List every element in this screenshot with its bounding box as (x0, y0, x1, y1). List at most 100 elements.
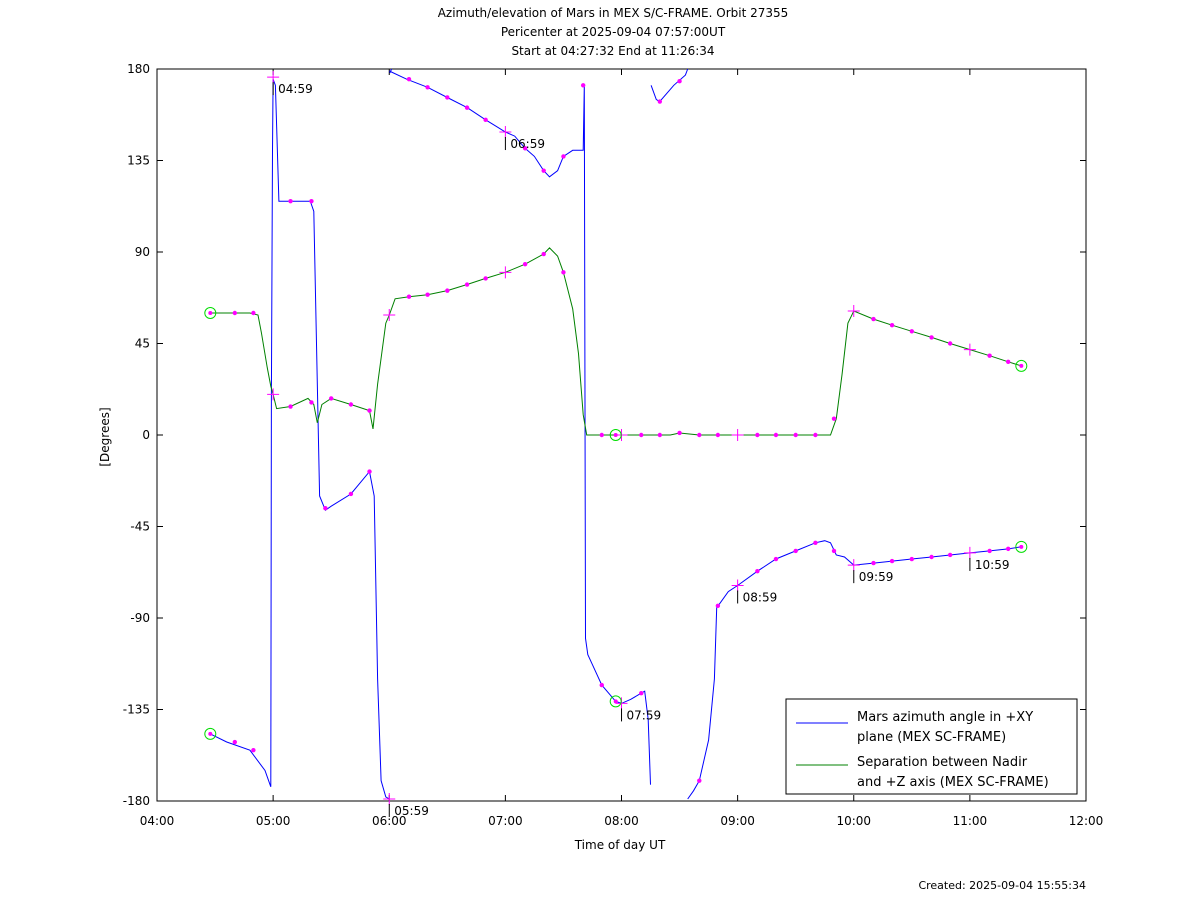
annotation-label: 04:59 (278, 82, 313, 96)
legend-label-azimuth-line-1: Mars azimuth angle in +XY (857, 710, 1033, 725)
endpoint-marker-circle (1015, 540, 1028, 553)
hour-marker-dot (288, 198, 293, 204)
hour-marker-dot (580, 83, 586, 88)
hour-marker-dot (639, 691, 644, 696)
hour-marker-dot (871, 560, 876, 566)
endpoint-marker-circle (1015, 359, 1028, 372)
hour-marker-dot (793, 548, 798, 554)
endpoint-marker-dot (613, 433, 618, 437)
hour-marker-dot (929, 554, 934, 560)
chart-title: Azimuth/elevation of Mars in MEX S/C-FRA… (438, 6, 789, 58)
x-tick-label: 04:00 (140, 814, 175, 828)
x-tick-label: 09:00 (720, 814, 755, 828)
annotation-label: 06:59 (510, 137, 545, 151)
hour-marker-dot (348, 402, 354, 407)
hour-marker-dot (813, 432, 818, 438)
x-tick-label: 08:00 (604, 814, 639, 828)
y-tick-label: -45 (130, 520, 150, 534)
hour-marker-dot (251, 747, 256, 753)
legend: Mars azimuth angle in +XY plane (MEX SC-… (785, 698, 1078, 795)
hour-marker-dot (406, 294, 412, 299)
y-tick-label: 90 (135, 245, 150, 259)
hour-marker-dot (309, 400, 314, 405)
endpoint-marker-dot (1019, 363, 1024, 368)
hour-marker-dot (813, 540, 818, 545)
hour-marker-dot (445, 288, 450, 293)
hour-marker-dot (232, 739, 238, 745)
hour-marker-cross (963, 343, 976, 356)
hour-marker-dot (697, 778, 702, 783)
hour-marker-dot (541, 251, 546, 257)
y-tick-label: -135 (123, 703, 150, 717)
y-tick-label: 45 (135, 337, 150, 351)
hour-marker-cross (731, 429, 744, 441)
azimuth-series-line (650, 68, 689, 103)
hour-marker-dot (657, 432, 663, 438)
annotation-label: 09:59 (859, 570, 894, 584)
hour-marker-dot (367, 469, 372, 474)
x-tick-label: 06:00 (372, 814, 407, 828)
hour-marker-dot (773, 432, 779, 438)
hour-marker-dot (522, 146, 528, 151)
annotation-label: 10:59 (975, 558, 1010, 572)
hour-marker-dot (561, 270, 566, 275)
hour-marker-dot (657, 99, 663, 104)
hour-marker-dot (1005, 359, 1011, 364)
annotation-label: 05:59 (394, 804, 429, 818)
x-axis-label: Time of day UT (574, 838, 666, 852)
title-line-1: Azimuth/elevation of Mars in MEX S/C-FRA… (438, 6, 789, 20)
hour-marker-dot (1005, 546, 1011, 552)
hour-marker-dot (425, 85, 430, 90)
hour-marker-dot (987, 353, 992, 358)
hour-marker-cross (499, 126, 512, 139)
azimuth-series-line (389, 68, 393, 74)
title-line-2: Pericenter at 2025-09-04 07:57:00UT (501, 25, 726, 39)
hour-marker-dot (561, 154, 566, 159)
endpoint-marker-circle (609, 695, 622, 708)
endpoint-marker-dot (208, 311, 213, 315)
marker-layer (204, 71, 1028, 805)
hour-marker-dot (909, 556, 915, 562)
y-axis: 180 135 90 45 0 -45 -90 -135 -180 (123, 62, 1086, 808)
hour-marker-dot (367, 408, 372, 413)
hour-marker-dot (697, 432, 702, 438)
legend-label-separation-line-2: and +Z axis (MEX SC-FRAME) (857, 775, 1049, 790)
hour-marker-dot (929, 335, 934, 340)
x-tick-label: 12:00 (1069, 814, 1104, 828)
x-tick-label: 11:00 (953, 814, 988, 828)
endpoint-marker-circle (204, 727, 217, 740)
hour-marker-dot (522, 262, 528, 267)
hour-marker-dot (755, 432, 760, 438)
hour-marker-dot (406, 76, 412, 82)
title-line-3: Start at 04:27:32 End at 11:26:34 (511, 44, 714, 58)
hour-marker-dot (987, 548, 992, 554)
x-tick-label: 07:00 (488, 814, 523, 828)
endpoint-marker-dot (613, 699, 618, 704)
hour-marker-dot (793, 432, 798, 438)
hour-marker-dot (677, 79, 682, 84)
hour-marker-dot (831, 416, 837, 421)
legend-label-azimuth-line-2: plane (MEX SC-FRAME) (857, 730, 1006, 745)
hour-marker-dot (947, 341, 953, 346)
hour-marker-dot (425, 292, 430, 297)
hour-marker-dot (541, 168, 546, 173)
hour-marker-dot (715, 432, 721, 438)
separation-series-line (210, 247, 1022, 436)
azimuth-series-line (389, 70, 651, 785)
hour-marker-cross (267, 71, 280, 84)
hour-marker-dot (909, 329, 915, 334)
annotation-label: 07:59 (627, 708, 662, 722)
hour-marker-dot (715, 603, 721, 608)
legend-label-separation-line-1: Separation between Nadir (857, 755, 1028, 770)
hour-marker-dot (677, 430, 682, 436)
hour-marker-cross (731, 579, 744, 592)
hour-marker-dot (755, 569, 760, 574)
endpoint-marker-dot (1019, 544, 1024, 549)
hour-marker-dot (889, 558, 895, 564)
hour-marker-cross (499, 266, 512, 279)
x-tick-label: 05:00 (256, 814, 291, 828)
hour-marker-dot (871, 316, 876, 322)
y-tick-label: 180 (127, 62, 150, 76)
y-tick-label: -90 (130, 611, 150, 625)
